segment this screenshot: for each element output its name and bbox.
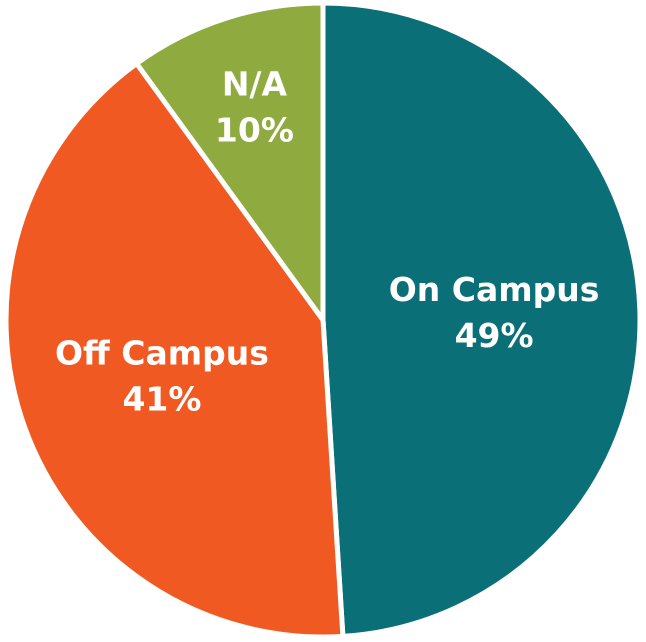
slice-label: Off Campus <box>55 333 269 372</box>
slice-value-label: 10% <box>215 110 294 149</box>
pie-slice <box>3 61 346 640</box>
slice-label: On Campus <box>389 270 600 309</box>
slice-value-label: 49% <box>455 316 534 355</box>
pie-slice <box>320 0 643 639</box>
slice-value-label: 41% <box>122 379 201 418</box>
slice-label: N/A <box>222 64 288 103</box>
pie-slice <box>134 0 326 323</box>
